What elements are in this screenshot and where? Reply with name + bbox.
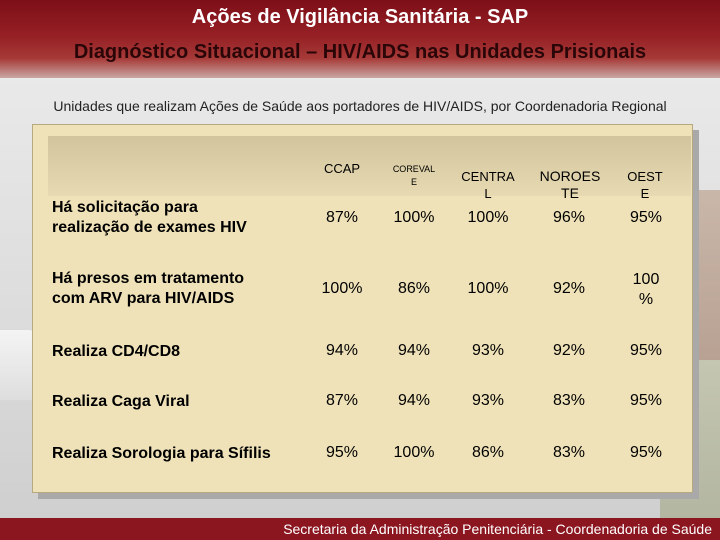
column-header-noroeste: NOROES TE bbox=[539, 168, 601, 201]
table-cell: 86% bbox=[471, 444, 505, 461]
table-cell: 100% bbox=[321, 280, 363, 297]
column-header-oeste: OEST E bbox=[627, 169, 663, 201]
header-banner: Ações de Vigilância Sanitária - SAP Diag… bbox=[0, 0, 720, 78]
table-cell: 87% bbox=[325, 392, 359, 409]
row-label-exames-hiv: Há solicitação para realização de exames… bbox=[52, 199, 247, 236]
table-cell: 95% bbox=[629, 444, 663, 461]
table-cell: 92% bbox=[552, 342, 586, 359]
table-cell: 100% bbox=[467, 209, 509, 226]
footer-bar: Secretaria da Administração Penitenciári… bbox=[0, 518, 720, 540]
table-cell: 96% bbox=[552, 209, 586, 226]
table-cell: 93% bbox=[471, 342, 505, 359]
table-cell: 100% bbox=[467, 280, 509, 297]
table-cell: 93% bbox=[471, 392, 505, 409]
table-cell: 100% bbox=[393, 444, 435, 461]
column-header-corevale: COREVAL E bbox=[392, 164, 436, 187]
table-header-band bbox=[48, 136, 691, 196]
slide-subtitle: Diagnóstico Situacional – HIV/AIDS nas U… bbox=[73, 41, 647, 63]
table-cell: 95% bbox=[629, 209, 663, 226]
column-header-ccap: CCAP bbox=[323, 161, 361, 176]
row-label-sorologia-sifilis: Realiza Sorologia para Sífilis bbox=[52, 445, 271, 462]
table-cell: 83% bbox=[552, 444, 586, 461]
row-label-carga-viral: Realiza Caga Viral bbox=[52, 393, 190, 410]
table-cell: 100% bbox=[393, 209, 435, 226]
slide-title: Ações de Vigilância Sanitária - SAP bbox=[191, 6, 529, 28]
row-label-tratamento-arv: Há presos em tratamento com ARV para HIV… bbox=[52, 270, 245, 307]
table-cell: 95% bbox=[629, 392, 663, 409]
table-cell: 94% bbox=[397, 392, 431, 409]
table-cell: 83% bbox=[552, 392, 586, 409]
column-header-central: CENTRA L bbox=[461, 169, 515, 201]
row-label-cd4-cd8: Realiza CD4/CD8 bbox=[52, 343, 181, 360]
table-cell: 94% bbox=[397, 342, 431, 359]
table-cell: 86% bbox=[397, 280, 431, 297]
table-cell: 92% bbox=[552, 280, 586, 297]
table-cell: 94% bbox=[325, 342, 359, 359]
table-cell: 100 % bbox=[632, 271, 660, 308]
table-cell: 95% bbox=[629, 342, 663, 359]
table-description: Unidades que realizam Ações de Saúde aos… bbox=[53, 98, 667, 114]
table-cell: 95% bbox=[325, 444, 359, 461]
footer-text: Secretaria da Administração Penitenciári… bbox=[283, 521, 712, 537]
table-cell: 87% bbox=[325, 209, 359, 226]
